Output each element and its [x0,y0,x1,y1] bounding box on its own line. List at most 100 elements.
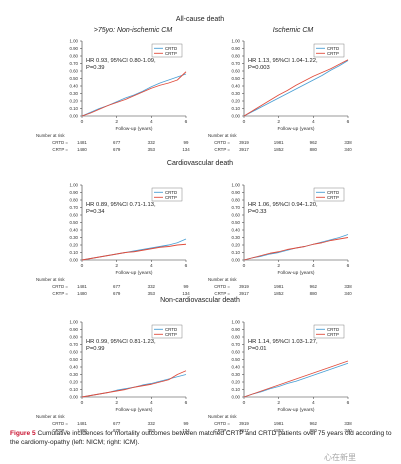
x-tick-label: 2 [277,263,280,269]
x-tick-label: 6 [347,263,350,269]
y-tick-label: 0.20 [231,243,240,248]
at-risk-value: 332 [148,421,156,426]
x-axis-label: Follow-up (years) [277,407,314,413]
row-title: All-cause death [176,16,224,23]
y-tick-label: 0.80 [231,54,240,59]
x-tick-label: 4 [312,119,315,125]
y-tick-label: 0.70 [69,342,78,347]
hazard-ratio-text: P=0.34 [86,209,105,215]
x-tick-label: 2 [115,119,118,125]
x-tick-label: 6 [185,119,188,125]
legend-label-crtd: CRTD [165,46,177,51]
legend-label-crtd: CRTD [327,190,339,195]
hazard-ratio-text: HR 0.89, 95%CI 0.71-1.13, [86,202,156,208]
y-tick-label: 0.70 [69,61,78,66]
hazard-ratio-text: HR 1.06, 95%CI 0.94-1.20, [248,202,318,208]
at-risk-value: 134 [182,147,190,152]
at-risk-value: 880 [310,291,318,296]
legend-label-crtp: CRTP [327,51,339,56]
x-tick-label: 0 [81,263,84,269]
chart-panel-5: Non-cardiovascular death 0.00 0.10 0.20 0.30… [36,297,240,433]
y-tick-label: 0.30 [231,91,240,96]
x-tick-label: 4 [150,400,153,406]
y-tick-label: 0.10 [69,387,78,392]
at-risk-value: 1981 [274,284,284,289]
y-tick-label: 0.80 [231,198,240,203]
y-tick-label: 0.20 [231,380,240,385]
at-risk-value: 962 [310,284,318,289]
series-line-crtp [243,360,349,398]
at-risk-value: 353 [148,291,156,296]
at-risk-label: CRTD = [52,140,68,145]
legend-label-crtp: CRTP [165,51,177,56]
at-risk-value: 99 [184,421,189,426]
y-tick-label: 1.00 [69,183,78,188]
y-tick-label: 0.60 [231,350,240,355]
at-risk-value: 338 [344,140,352,145]
at-risk-label: CRTD = [214,284,230,289]
y-tick-label: 1.00 [231,183,240,188]
y-tick-label: 0.60 [69,213,78,218]
hazard-ratio-text: P=0.01 [248,346,267,352]
column-header-left: >75yo: Non-ischemic CM [94,27,173,34]
y-tick-label: 0.20 [69,380,78,385]
series-line-crtd [243,362,349,398]
y-tick-label: 0.80 [69,54,78,59]
at-risk-title: Number at risk [208,414,237,419]
at-risk-value: 1481 [77,284,87,289]
at-risk-value: 880 [310,147,318,152]
y-tick-label: 1.00 [69,320,78,325]
at-risk-value: 353 [148,428,156,433]
at-risk-value: 99 [184,284,189,289]
at-risk-value: 3917 [239,147,249,152]
x-axis-label: Follow-up (years) [115,407,152,413]
y-tick-label: 0.70 [231,342,240,347]
y-tick-label: 0.40 [231,228,240,233]
at-risk-label: CRTP = [52,291,68,296]
y-tick-label: 0.80 [69,198,78,203]
at-risk-value: 3917 [239,428,249,433]
at-risk-label: CRTD = [52,284,68,289]
hazard-ratio-text: P=0.39 [86,65,105,71]
chart-panel-4: 0.00 0.10 0.20 0.30 0.40 0.50 0.60 0.70 0.80 0.90… [208,183,352,296]
x-tick-label: 0 [81,400,84,406]
x-tick-label: 0 [243,119,246,125]
y-tick-label: 0.40 [69,228,78,233]
legend-label-crtp: CRTP [165,332,177,337]
at-risk-value: 340 [344,147,352,152]
at-risk-value: 338 [344,284,352,289]
y-tick-label: 0.40 [231,365,240,370]
x-tick-label: 4 [150,119,153,125]
at-risk-value: 1481 [77,140,87,145]
x-tick-label: 2 [277,400,280,406]
at-risk-value: 340 [344,428,352,433]
at-risk-value: 962 [310,140,318,145]
x-tick-label: 6 [185,400,188,406]
y-tick-label: 0.10 [231,106,240,111]
at-risk-value: 134 [182,428,190,433]
y-tick-label: 0.50 [231,357,240,362]
y-tick-label: 0.60 [69,69,78,74]
at-risk-title: Number at risk [36,277,65,282]
series-line-crtp [243,59,349,117]
series-line-crtd [243,60,349,117]
y-tick-label: 0.60 [69,350,78,355]
at-risk-value: 1852 [274,147,284,152]
series-line-crtp [243,237,349,261]
x-tick-label: 6 [185,263,188,269]
y-tick-label: 0.00 [69,114,78,119]
at-risk-label: CRTP = [52,147,68,152]
chart-panel-3: Cardiovascular death 0.00 0.10 0.20 0.30 0.40… [36,160,233,296]
series-line-crtd [81,374,187,398]
y-tick-label: 1.00 [231,39,240,44]
at-risk-title: Number at risk [208,277,237,282]
x-axis-label: Follow-up (years) [277,126,314,132]
legend-label-crtd: CRTD [165,190,177,195]
y-tick-label: 0.40 [69,365,78,370]
at-risk-value: 880 [310,428,318,433]
figure-caption-text: Cumulative incidences for mortality outc… [10,430,392,446]
at-risk-value: 1480 [77,291,87,296]
legend-label-crtd: CRTD [327,46,339,51]
at-risk-value: 1852 [274,428,284,433]
y-tick-label: 0.70 [231,205,240,210]
